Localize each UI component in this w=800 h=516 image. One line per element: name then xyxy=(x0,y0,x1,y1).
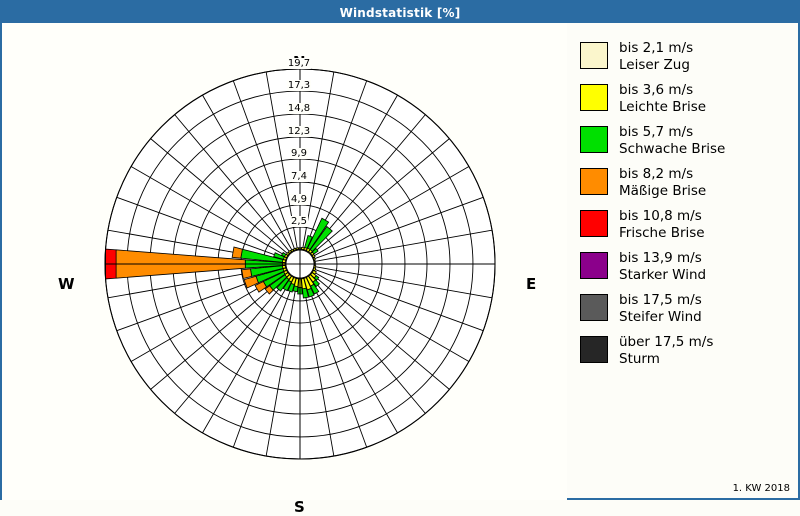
radial-tick-label: 4,9 xyxy=(290,194,308,205)
wind-petal-segment xyxy=(242,269,252,279)
window-title-bar: Windstatistik [%] xyxy=(2,2,798,23)
radial-tick-label: 17,3 xyxy=(287,80,311,91)
legend-name: Mäßige Brise xyxy=(619,183,706,200)
legend-range: bis 8,2 m/s xyxy=(619,166,693,182)
window-title: Windstatistik [%] xyxy=(340,6,461,20)
legend-name: Leiser Zug xyxy=(619,57,693,74)
legend-swatch-icon xyxy=(580,42,608,69)
legend-range: bis 13,9 m/s xyxy=(619,250,702,266)
legend-range: über 17,5 m/s xyxy=(619,334,713,350)
compass-label-south: S xyxy=(294,498,305,516)
wind-petal-segment xyxy=(232,247,242,258)
radial-tick-label: 7,4 xyxy=(290,171,308,182)
legend-name: Starker Wind xyxy=(619,267,706,284)
legend-swatch-icon xyxy=(580,252,608,279)
radial-tick-label: 19,7 xyxy=(287,58,311,69)
legend-range: bis 17,5 m/s xyxy=(619,292,702,308)
legend-name: Leichte Brise xyxy=(619,99,706,116)
footer-period: 1. KW 2018 xyxy=(733,483,790,494)
legend-swatch-icon xyxy=(580,168,608,195)
wind-petal-segment xyxy=(314,265,316,268)
legend-swatch-icon xyxy=(580,294,608,321)
legend-swatch-icon xyxy=(580,336,608,363)
radial-tick-label: 14,8 xyxy=(287,103,311,114)
legend-swatch-icon xyxy=(580,84,608,111)
legend-range: bis 2,1 m/s xyxy=(619,40,693,56)
wind-rose-plot: N E S W 2,54,97,49,912,314,817,319,7 xyxy=(2,23,567,500)
radial-tick-label: 2,5 xyxy=(290,216,308,227)
wind-petal-segment xyxy=(314,260,315,262)
wind-rose-svg xyxy=(2,23,567,500)
legend-range: bis 5,7 m/s xyxy=(619,124,693,140)
windrose-window: Windstatistik [%] N E S W 2,54,97,49,912… xyxy=(0,0,800,500)
radial-tick-label: 9,9 xyxy=(290,148,308,159)
wind-petal-segment xyxy=(296,248,299,250)
wind-petal-segment xyxy=(313,257,315,260)
legend-range: bis 3,6 m/s xyxy=(619,82,693,98)
legend-range: bis 10,8 m/s xyxy=(619,208,702,224)
compass-label-west: W xyxy=(58,275,75,293)
radial-tick-label: 12,3 xyxy=(287,126,311,137)
legend-name: Frische Brise xyxy=(619,225,705,242)
legend-name: Sturm xyxy=(619,351,713,368)
legend-swatch-icon xyxy=(580,126,608,153)
legend-name: Schwache Brise xyxy=(619,141,725,158)
compass-label-east: E xyxy=(526,275,536,293)
legend-swatch-icon xyxy=(580,210,608,237)
legend-name: Steifer Wind xyxy=(619,309,702,326)
wind-petal-segment xyxy=(293,248,296,250)
